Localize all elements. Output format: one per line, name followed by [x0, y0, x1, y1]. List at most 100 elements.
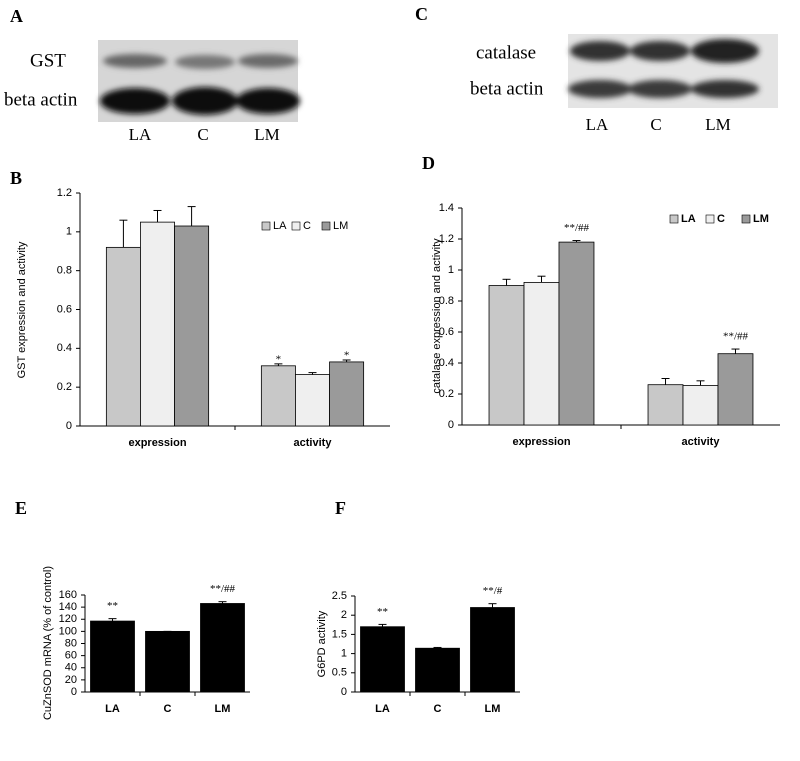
y-tick-label: 2.5 — [332, 590, 347, 602]
y-tick-label: 2 — [341, 609, 347, 621]
legend-swatch — [291, 221, 301, 231]
legend-label: LM — [753, 213, 769, 225]
legend-label: LM — [333, 220, 348, 232]
lane-label: LA — [129, 125, 152, 144]
legend-swatch — [261, 221, 271, 231]
y-tick-label: 0.8 — [439, 295, 454, 307]
bands — [568, 39, 759, 98]
legend-swatch — [741, 214, 751, 224]
annotation: * — [344, 350, 350, 362]
y-tick-label: 0.2 — [439, 388, 454, 400]
y-tick-label: 0.8 — [57, 265, 72, 277]
bar — [717, 353, 754, 426]
bar — [682, 385, 719, 426]
blot-row-label: catalase — [476, 42, 536, 63]
panel-letter: F — [335, 498, 346, 518]
y-tick-label: 1 — [341, 648, 347, 660]
y-axis-label: catalase expression and activity — [431, 238, 443, 394]
bar — [200, 603, 245, 693]
x-tick-label: C — [164, 703, 172, 715]
blot-row-label: beta actin — [470, 78, 544, 99]
legend-swatch — [321, 221, 331, 231]
annotation: **/## — [723, 331, 749, 343]
legend-swatch — [669, 214, 679, 224]
blot-row-label: GST — [30, 50, 66, 71]
panel-letter: D — [422, 153, 435, 173]
x-tick-label: LM — [215, 703, 231, 715]
bar — [647, 384, 684, 426]
y-tick-label: 40 — [65, 662, 77, 674]
bar — [174, 225, 210, 427]
y-tick-label: 100 — [59, 625, 77, 637]
y-tick-label: 80 — [65, 637, 77, 649]
bar — [470, 607, 515, 693]
y-tick-label: 0.5 — [332, 667, 347, 679]
blot-a: A GST beta actin LA C LM — [4, 6, 300, 144]
lane-label: C — [197, 125, 208, 144]
bar — [360, 626, 405, 693]
annotation: **/## — [210, 583, 236, 595]
y-tick-label: 0.4 — [57, 342, 72, 354]
y-axis-label: GST expression and activity — [16, 241, 28, 378]
y-tick-label: 1 — [66, 226, 72, 238]
bar — [260, 365, 296, 427]
y-tick-label: 0 — [71, 686, 77, 698]
annotation: ** — [377, 606, 388, 618]
bar — [90, 620, 135, 693]
y-tick-label: 0.2 — [57, 381, 72, 393]
blot-row-label: beta actin — [4, 89, 78, 110]
annotation: **/## — [564, 222, 590, 234]
y-tick-label: 60 — [65, 650, 77, 662]
legend-label: C — [717, 213, 725, 225]
y-tick-label: 1.5 — [332, 628, 347, 640]
x-tick-label: expression — [512, 436, 570, 448]
bar — [140, 221, 175, 427]
bands — [100, 54, 300, 115]
annotation: * — [276, 353, 282, 365]
x-tick-label: C — [434, 703, 442, 715]
annotation: ** — [107, 600, 118, 612]
y-tick-label: 1.2 — [57, 187, 72, 199]
panel-letter: E — [15, 498, 27, 518]
legend-label: LA — [273, 220, 287, 232]
bar — [488, 285, 525, 426]
y-axis-label: G6PD activity — [316, 610, 328, 677]
bar — [105, 246, 141, 427]
y-tick-label: 1.4 — [439, 202, 454, 214]
y-tick-label: 1 — [448, 264, 454, 276]
y-tick-label: 0 — [66, 420, 72, 432]
y-tick-label: 0.6 — [57, 303, 72, 315]
bar — [145, 630, 190, 693]
blot-c: C catalase beta actin LA C LM — [415, 4, 778, 134]
x-tick-label: LA — [105, 703, 120, 715]
y-tick-label: 0 — [341, 686, 347, 698]
x-tick-label: activity — [682, 436, 721, 448]
x-tick-label: activity — [294, 437, 333, 449]
bar — [523, 281, 560, 426]
y-tick-label: 20 — [65, 674, 77, 686]
y-tick-label: 140 — [59, 601, 77, 613]
bar — [295, 374, 330, 427]
x-tick-label: LM — [485, 703, 501, 715]
lane-label: LM — [705, 115, 731, 134]
panel-letter: A — [10, 6, 23, 26]
bar — [558, 241, 595, 426]
annotation: **/# — [483, 585, 503, 597]
lane-label: LM — [254, 125, 280, 144]
y-axis-label: CuZnSOD mRNA (% of control) — [42, 566, 54, 720]
lane-label: C — [650, 115, 661, 134]
legend-label: C — [303, 220, 311, 232]
y-tick-label: 0.4 — [439, 357, 454, 369]
legend-swatch — [705, 214, 715, 224]
y-tick-label: 1.2 — [439, 233, 454, 245]
lane-label: LA — [586, 115, 609, 134]
y-tick-label: 160 — [59, 589, 77, 601]
panel-letter: C — [415, 4, 428, 24]
y-tick-label: 120 — [59, 613, 77, 625]
y-tick-label: 0 — [448, 419, 454, 431]
legend-label: LA — [681, 213, 696, 225]
bar — [329, 361, 365, 427]
bar — [415, 647, 460, 693]
